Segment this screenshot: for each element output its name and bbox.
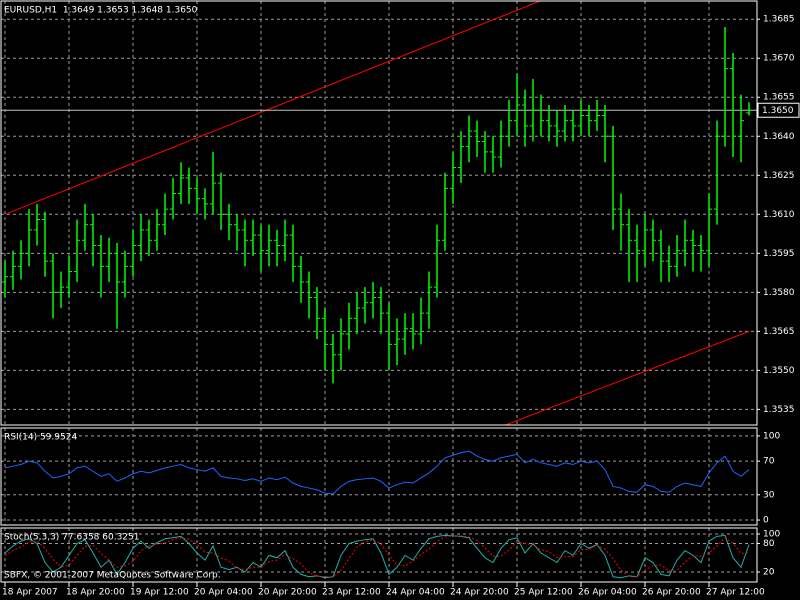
y-tick-label: 20 <box>763 568 775 578</box>
y-tick-label: 30 <box>763 490 775 500</box>
y-tick-label: 80 <box>763 539 775 549</box>
x-tick-label: 25 Apr 12:00 <box>514 588 573 598</box>
y-tick-label: 1.3550 <box>763 366 795 376</box>
series-line <box>4 534 750 579</box>
y-tick-label: 100 <box>763 529 780 539</box>
y-tick-label: 70 <box>763 457 775 467</box>
y-tick-label: 0 <box>763 516 769 526</box>
x-tick-label: 20 Apr 04:00 <box>194 588 253 598</box>
current-price-box <box>757 102 800 118</box>
series-line <box>4 450 750 495</box>
series-line <box>4 535 750 578</box>
panel-title: EURUSD,H1 1.3649 1.3653 1.3648 1.3650 <box>4 6 198 16</box>
x-tick-label: 20 Apr 20:00 <box>258 588 317 598</box>
x-tick-label: 27 Apr 12:00 <box>706 588 765 598</box>
x-tick-label: 23 Apr 12:00 <box>322 588 381 598</box>
panel-title: RSI(14) 59.9524 <box>4 433 77 443</box>
y-tick-label: 1.3655 <box>763 93 795 103</box>
x-tick-label: 24 Apr 04:00 <box>386 588 445 598</box>
y-tick-label: 1.3640 <box>763 132 795 142</box>
y-tick-label: 1.3565 <box>763 327 795 337</box>
trend-line <box>504 330 750 425</box>
y-tick-label: 100 <box>763 431 780 441</box>
annotation: SBFX, © 2001-2007 MetaQuotes Software Co… <box>4 571 221 581</box>
x-tick-label: 19 Apr 12:00 <box>130 588 189 598</box>
panel-border <box>0 0 758 426</box>
y-tick-label: 1.3535 <box>763 405 795 415</box>
y-tick-label: 1.3595 <box>763 249 795 259</box>
current-price-label: 1.3650 <box>762 106 794 116</box>
y-tick-label: 1.3625 <box>763 171 795 181</box>
x-tick-label: 18 Apr 2007 <box>2 588 58 598</box>
panel <box>1 1 757 425</box>
x-tick-label: 18 Apr 20:00 <box>66 588 125 598</box>
trend-line <box>4 1 542 215</box>
y-tick-label: 1.3580 <box>763 288 795 298</box>
x-tick-label: 26 Apr 04:00 <box>578 588 637 598</box>
panel <box>1 528 757 582</box>
panel <box>1 428 757 525</box>
y-tick-label: 1.3610 <box>763 210 795 220</box>
x-tick-label: 26 Apr 20:00 <box>642 588 701 598</box>
x-tick-label: 24 Apr 20:00 <box>450 588 509 598</box>
panel-title: Stoch(5,3,3) 77.6358 60.3251 <box>4 533 139 543</box>
panel-border <box>0 427 758 526</box>
y-tick-label: 1.3670 <box>763 54 795 64</box>
y-tick-label: 1.3685 <box>763 15 795 25</box>
panel-border <box>0 527 758 583</box>
